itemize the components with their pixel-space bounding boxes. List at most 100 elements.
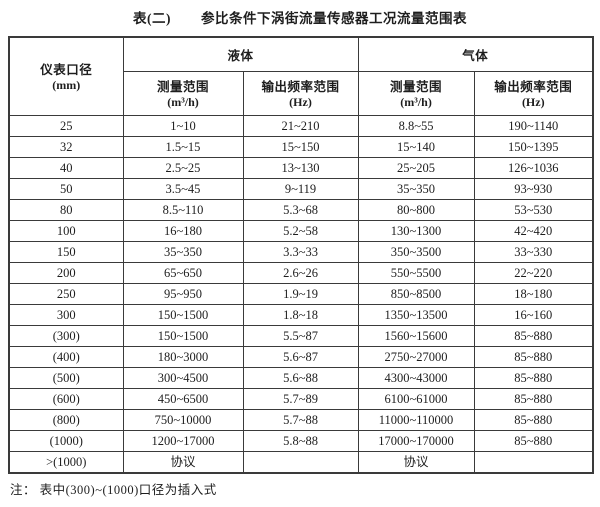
cell-liquid-range: 3.5~45 — [122, 177, 244, 200]
cell-liquid-freq: 21~210 — [242, 114, 359, 137]
table-row: 25 1~10 21~210 8.8~55 190~1140 — [8, 114, 594, 137]
cell-gas-freq: 85~880 — [473, 429, 594, 452]
cell-gas-range: 130~1300 — [357, 219, 475, 242]
table-row: 50 3.5~45 9~119 35~350 93~930 — [8, 177, 594, 200]
cell-liquid-range: 180~3000 — [122, 345, 244, 368]
cell-gas-range: 350~3500 — [357, 240, 475, 263]
cell-gas-freq: 150~1395 — [473, 135, 594, 158]
cell-gas-freq: 85~880 — [473, 324, 594, 347]
cell-liquid-range: 450~6500 — [122, 387, 244, 410]
cell-liquid-range: 65~650 — [122, 261, 244, 284]
header-liquid-range-unit: (m³/h) — [167, 95, 199, 109]
table-title: 表(二) 参比条件下涡街流量传感器工况流量范围表 — [0, 0, 600, 27]
cell-liquid-freq: 13~130 — [242, 156, 359, 179]
cell-liquid-range: 16~180 — [122, 219, 244, 242]
cell-gas-range: 4300~43000 — [357, 366, 475, 389]
cell-gas-range: 8.8~55 — [357, 114, 475, 137]
table-row: (400) 180~3000 5.6~87 2750~27000 85~880 — [8, 345, 594, 368]
cell-gas-freq: 85~880 — [473, 408, 594, 431]
table-row: (300) 150~1500 5.5~87 1560~15600 85~880 — [8, 324, 594, 347]
cell-gas-range: 850~8500 — [357, 282, 475, 305]
header-group-gas: 气体 — [357, 36, 594, 72]
table-row: 300 150~1500 1.8~18 1350~13500 16~160 — [8, 303, 594, 326]
cell-gas-range: 6100~61000 — [357, 387, 475, 410]
cell-diameter: (600) — [8, 387, 124, 410]
cell-gas-freq: 85~880 — [473, 366, 594, 389]
table-row: (1000) 1200~17000 5.8~88 17000~170000 85~880 — [8, 429, 594, 452]
table-header-sub-row: 测量范围 (m³/h) 输出频率范围 (Hz) 测量范围 (m³/h) 输出频率… — [9, 70, 594, 116]
flow-range-table: 仪表口径 (mm) 液体 气体 测量范围 (m³/h) 输出频率范围 (Hz) … — [8, 36, 595, 474]
cell-liquid-freq: 2.6~26 — [242, 261, 359, 284]
header-group-liquid: 液体 — [122, 36, 359, 72]
table-row: 32 1.5~15 15~150 15~140 150~1395 — [8, 135, 594, 158]
cell-gas-range: 35~350 — [357, 177, 475, 200]
table-row: 250 95~950 1.9~19 850~8500 18~180 — [8, 282, 594, 305]
cell-gas-range: 1560~15600 — [357, 324, 475, 347]
cell-gas-freq: 33~330 — [473, 240, 594, 263]
table-row: (800) 750~10000 5.7~88 11000~110000 85~880 — [8, 408, 594, 431]
cell-liquid-range: 8.5~110 — [122, 198, 244, 221]
table-row: (600) 450~6500 5.7~89 6100~61000 85~880 — [8, 387, 594, 410]
cell-diameter: (1000) — [8, 429, 124, 452]
table-row: (500) 300~4500 5.6~88 4300~43000 85~880 — [8, 366, 594, 389]
table-row: 40 2.5~25 13~130 25~205 126~1036 — [8, 156, 594, 179]
table-row: 100 16~180 5.2~58 130~1300 42~420 — [8, 219, 594, 242]
cell-liquid-freq: 5.5~87 — [242, 324, 359, 347]
cell-diameter: 25 — [8, 114, 124, 137]
table-title-text: 参比条件下涡街流量传感器工况流量范围表 — [201, 11, 467, 26]
cell-liquid-range: 300~4500 — [122, 366, 244, 389]
cell-gas-range: 80~800 — [357, 198, 475, 221]
cell-gas-freq: 93~930 — [473, 177, 594, 200]
cell-diameter: 250 — [8, 282, 124, 305]
cell-liquid-freq: 5.7~88 — [242, 408, 359, 431]
cell-liquid-range: 1~10 — [122, 114, 244, 137]
header-gas-freq-label: 输出频率范围 — [494, 80, 573, 94]
cell-gas-freq: 190~1140 — [473, 114, 594, 137]
cell-liquid-range: 协议 — [122, 450, 244, 473]
header-diameter-unit: (mm) — [52, 78, 81, 93]
cell-diameter: 80 — [8, 198, 124, 221]
header-liquid-range-label: 测量范围 — [156, 80, 209, 94]
cell-gas-range: 11000~110000 — [357, 408, 475, 431]
header-diameter-label: 仪表口径 — [40, 63, 93, 78]
cell-gas-freq: 85~880 — [473, 345, 594, 368]
cell-liquid-freq: 1.9~19 — [242, 282, 359, 305]
cell-diameter: (400) — [8, 345, 124, 368]
cell-gas-freq: 16~160 — [473, 303, 594, 326]
cell-gas-freq: 22~220 — [473, 261, 594, 284]
header-diameter: 仪表口径 (mm) — [8, 36, 124, 116]
cell-gas-freq: 85~880 — [473, 387, 594, 410]
cell-diameter: 40 — [8, 156, 124, 179]
cell-diameter: (300) — [8, 324, 124, 347]
cell-liquid-range: 750~10000 — [122, 408, 244, 431]
table-body: 25 1~10 21~210 8.8~55 190~1140 32 1.5~15 15~150… — [8, 114, 594, 473]
cell-liquid-freq: 3.3~33 — [242, 240, 359, 263]
cell-diameter: >(1000) — [8, 450, 124, 473]
cell-gas-range: 15~140 — [357, 135, 475, 158]
table-row: 80 8.5~110 5.3~68 80~800 53~530 — [8, 198, 594, 221]
cell-gas-freq: 18~180 — [473, 282, 594, 305]
cell-gas-freq: 53~530 — [473, 198, 594, 221]
cell-liquid-freq: 5.7~89 — [242, 387, 359, 410]
cell-diameter: 300 — [8, 303, 124, 326]
cell-gas-freq: 42~420 — [473, 219, 594, 242]
cell-liquid-freq: 5.3~68 — [242, 198, 359, 221]
table-row: >(1000) 协议 协议 — [8, 450, 594, 473]
cell-liquid-range: 1.5~15 — [122, 135, 244, 158]
cell-gas-range: 1350~13500 — [357, 303, 475, 326]
table-row: 150 35~350 3.3~33 350~3500 33~330 — [8, 240, 594, 263]
cell-diameter: 32 — [8, 135, 124, 158]
header-gas-range: 测量范围 (m³/h) — [357, 70, 475, 116]
header-gas-range-unit: (m³/h) — [400, 95, 432, 109]
table-number-label: 表(二) — [133, 11, 171, 26]
header-liquid-freq: 输出频率范围 (Hz) — [242, 70, 359, 116]
cell-diameter: 150 — [8, 240, 124, 263]
header-gas-freq: 输出频率范围 (Hz) — [473, 70, 594, 116]
cell-liquid-range: 150~1500 — [122, 324, 244, 347]
cell-liquid-range: 1200~17000 — [122, 429, 244, 452]
cell-liquid-freq: 5.8~88 — [242, 429, 359, 452]
table-footnote: 注： 表中(300)~(1000)口径为插入式 — [10, 482, 217, 497]
cell-gas-range: 25~205 — [357, 156, 475, 179]
header-liquid-range: 测量范围 (m³/h) — [122, 70, 244, 116]
